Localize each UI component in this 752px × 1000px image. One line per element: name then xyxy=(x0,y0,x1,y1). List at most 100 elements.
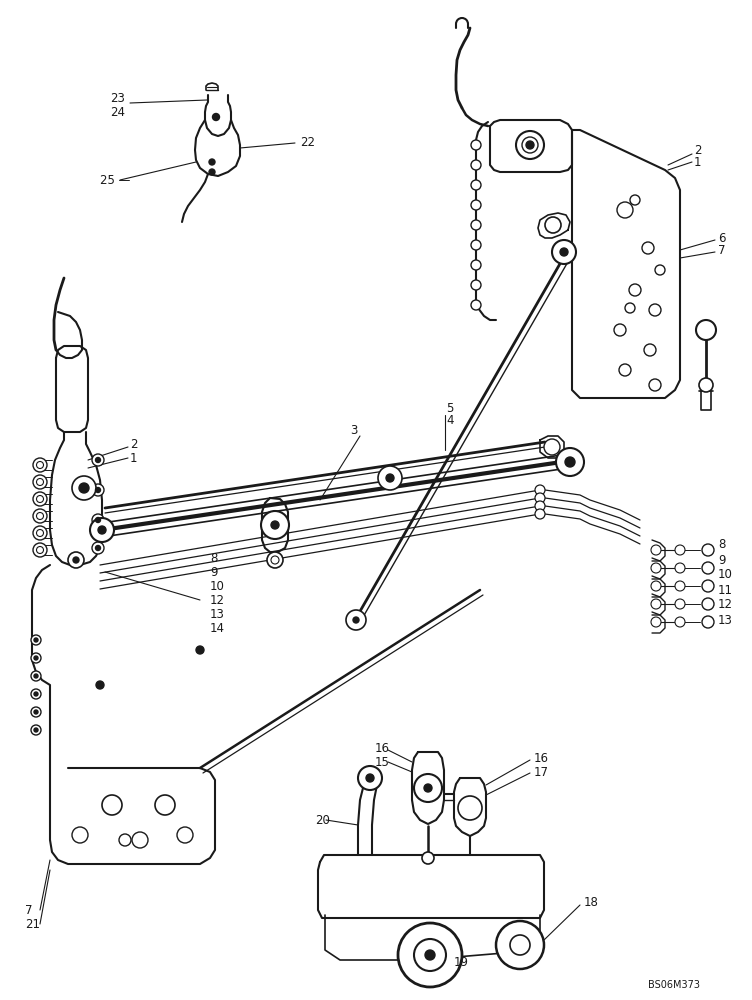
Circle shape xyxy=(425,950,435,960)
Circle shape xyxy=(675,545,685,555)
Text: 18: 18 xyxy=(584,896,599,910)
Circle shape xyxy=(552,240,576,264)
Circle shape xyxy=(33,526,47,540)
Text: 10: 10 xyxy=(718,568,733,582)
Circle shape xyxy=(535,501,545,511)
Text: 13: 13 xyxy=(718,613,733,626)
Circle shape xyxy=(625,303,635,313)
Circle shape xyxy=(177,827,193,843)
Circle shape xyxy=(510,935,530,955)
Circle shape xyxy=(33,475,47,489)
Circle shape xyxy=(642,242,654,254)
Circle shape xyxy=(471,260,481,270)
Text: 8: 8 xyxy=(718,538,726,552)
Circle shape xyxy=(196,646,204,654)
Circle shape xyxy=(655,265,665,275)
Circle shape xyxy=(37,530,44,536)
Text: 22: 22 xyxy=(300,136,315,149)
Circle shape xyxy=(522,137,538,153)
Circle shape xyxy=(675,563,685,573)
Text: 23: 23 xyxy=(110,93,125,105)
Circle shape xyxy=(33,458,47,472)
Circle shape xyxy=(702,562,714,574)
Circle shape xyxy=(34,638,38,642)
Text: 2: 2 xyxy=(130,438,138,452)
Circle shape xyxy=(34,710,38,714)
Circle shape xyxy=(34,674,38,678)
Text: BS06M373: BS06M373 xyxy=(648,980,700,990)
Circle shape xyxy=(37,495,44,502)
Circle shape xyxy=(92,514,104,526)
Circle shape xyxy=(702,598,714,610)
Text: 21: 21 xyxy=(25,918,40,930)
Circle shape xyxy=(102,795,122,815)
Circle shape xyxy=(644,344,656,356)
Circle shape xyxy=(34,656,38,660)
Circle shape xyxy=(471,280,481,290)
Circle shape xyxy=(565,457,575,467)
Text: 5: 5 xyxy=(446,401,453,414)
Circle shape xyxy=(471,140,481,150)
Text: 9: 9 xyxy=(210,566,217,578)
Text: 6: 6 xyxy=(718,232,726,244)
Text: 11: 11 xyxy=(718,584,733,596)
Circle shape xyxy=(414,939,446,971)
Circle shape xyxy=(614,324,626,336)
Text: 16: 16 xyxy=(375,742,390,754)
Circle shape xyxy=(92,542,104,554)
Circle shape xyxy=(471,180,481,190)
Circle shape xyxy=(213,113,220,120)
Circle shape xyxy=(651,563,661,573)
Circle shape xyxy=(535,485,545,495)
Text: 2: 2 xyxy=(694,143,702,156)
Circle shape xyxy=(535,509,545,519)
Circle shape xyxy=(651,617,661,627)
Circle shape xyxy=(649,304,661,316)
Text: 7: 7 xyxy=(718,244,726,257)
Circle shape xyxy=(92,484,104,496)
Text: 10: 10 xyxy=(210,580,225,592)
Circle shape xyxy=(471,220,481,230)
Text: 20: 20 xyxy=(315,814,330,826)
Circle shape xyxy=(132,832,148,848)
Text: 16: 16 xyxy=(534,752,549,764)
Circle shape xyxy=(414,774,442,802)
Text: 7: 7 xyxy=(25,904,32,916)
Text: 17: 17 xyxy=(534,766,549,778)
Circle shape xyxy=(261,511,289,539)
Circle shape xyxy=(675,581,685,591)
Circle shape xyxy=(516,131,544,159)
Circle shape xyxy=(33,509,47,523)
Circle shape xyxy=(271,521,279,529)
Circle shape xyxy=(629,284,641,296)
Text: 12: 12 xyxy=(210,593,225,606)
Circle shape xyxy=(209,159,215,165)
Text: 25 —: 25 — xyxy=(100,174,130,186)
Text: 9: 9 xyxy=(718,554,726,566)
Circle shape xyxy=(696,320,716,340)
Circle shape xyxy=(96,681,104,689)
Circle shape xyxy=(72,827,88,843)
Circle shape xyxy=(72,476,96,500)
Circle shape xyxy=(424,784,432,792)
Circle shape xyxy=(556,448,584,476)
Text: 1: 1 xyxy=(130,452,138,464)
Circle shape xyxy=(702,616,714,628)
Circle shape xyxy=(90,518,114,542)
Circle shape xyxy=(366,774,374,782)
Circle shape xyxy=(358,766,382,790)
Circle shape xyxy=(96,546,101,550)
Circle shape xyxy=(560,248,568,256)
Text: 3: 3 xyxy=(350,424,357,436)
Circle shape xyxy=(699,378,713,392)
Circle shape xyxy=(545,217,561,233)
Circle shape xyxy=(31,653,41,663)
Text: 12: 12 xyxy=(718,598,733,611)
Circle shape xyxy=(458,796,482,820)
Text: 15: 15 xyxy=(375,756,390,768)
Circle shape xyxy=(31,671,41,681)
Circle shape xyxy=(398,923,462,987)
Circle shape xyxy=(649,379,661,391)
Circle shape xyxy=(675,617,685,627)
Circle shape xyxy=(544,439,560,455)
